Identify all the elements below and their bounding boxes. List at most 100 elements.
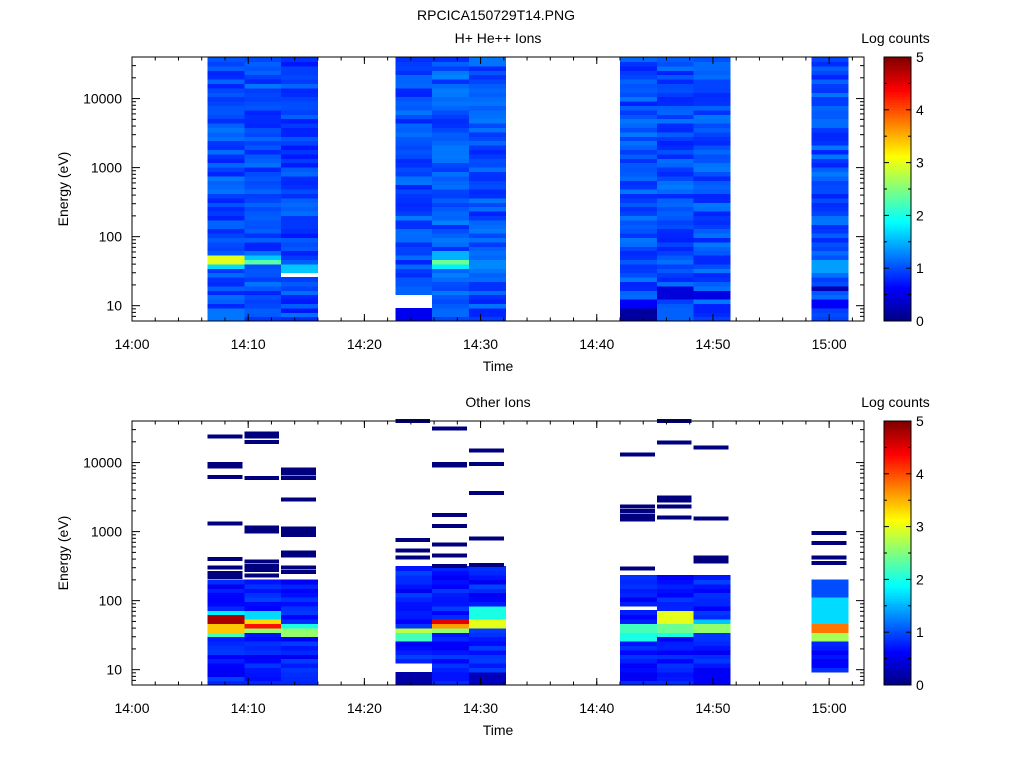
x-tick-label: 14:30	[463, 336, 498, 352]
energy-bin	[620, 83, 657, 89]
energy-bin	[395, 184, 433, 190]
energy-bin	[395, 140, 433, 146]
energy-bin	[811, 601, 849, 607]
energy-bin	[281, 189, 318, 194]
energy-bin	[432, 667, 469, 673]
energy-bin	[656, 263, 694, 269]
time-column-7	[620, 57, 657, 322]
energy-bin	[432, 614, 469, 620]
colorbar-step	[884, 109, 911, 113]
sparse-count-line	[469, 491, 504, 496]
energy-bin	[395, 619, 433, 624]
energy-bin	[469, 601, 506, 607]
colorbar-step	[884, 653, 911, 657]
energy-bin	[811, 118, 849, 124]
colorbar-step	[884, 80, 911, 84]
colorbar-step	[884, 587, 911, 591]
sparse-count-line	[207, 575, 243, 579]
y-tick-label: 100	[99, 593, 123, 609]
energy-bin	[281, 667, 318, 673]
energy-bin	[395, 153, 433, 159]
energy-bin	[620, 663, 657, 668]
colorbar-tick-label: 0	[916, 677, 924, 693]
energy-bin	[620, 70, 657, 76]
colorbar-tick-label: 1	[916, 260, 924, 276]
energy-bin	[656, 153, 694, 159]
colorbar-tick-label: 5	[916, 413, 924, 429]
energy-bin	[432, 272, 469, 278]
energy-bin	[469, 566, 506, 572]
energy-bin	[395, 162, 433, 168]
colorbar-step	[884, 423, 911, 427]
energy-bin	[693, 645, 731, 651]
energy-bin	[469, 224, 506, 230]
colorbar-step	[884, 500, 911, 504]
energy-bin	[432, 105, 469, 111]
time-column-9	[693, 57, 731, 322]
energy-bin	[469, 268, 506, 274]
energy-bin	[244, 109, 282, 115]
energy-bin	[656, 83, 694, 89]
time-column-3	[281, 57, 318, 322]
energy-bin	[693, 136, 731, 142]
y-axis: 10 100 1000 10000 Energy (eV)	[55, 420, 864, 686]
energy-bin	[620, 654, 657, 660]
energy-bin	[207, 641, 245, 646]
energy-bin	[811, 83, 849, 89]
energy-bin	[811, 136, 849, 142]
x-tick-label: 14:40	[579, 700, 614, 716]
colorbar-step	[884, 307, 911, 311]
energy-bin	[620, 193, 657, 199]
colorbar-step	[884, 545, 911, 549]
colorbar-step	[884, 597, 911, 601]
energy-bin	[811, 87, 849, 93]
energy-bin	[620, 619, 657, 624]
colorbar-step	[884, 637, 911, 641]
energy-bin	[281, 285, 318, 291]
energy-bin	[620, 281, 657, 287]
colorbar-step	[884, 86, 911, 90]
sparse-count-line	[281, 471, 316, 476]
energy-bin	[281, 654, 318, 660]
colorbar-step	[884, 318, 911, 322]
colorbar-step	[884, 120, 911, 124]
energy-bin	[656, 307, 694, 313]
energy-bin	[281, 579, 318, 585]
energy-bin	[207, 601, 245, 607]
colorbar-step	[884, 107, 911, 111]
energy-bin	[620, 627, 657, 633]
energy-bin	[244, 649, 282, 655]
energy-bin	[244, 654, 282, 660]
energy-bin	[811, 299, 849, 304]
energy-bin	[281, 167, 318, 172]
colorbar-step	[884, 247, 911, 251]
colorbar-step	[884, 104, 911, 108]
energy-bin	[432, 281, 469, 287]
energy-bin	[395, 583, 433, 589]
energy-bin	[469, 70, 506, 76]
energy-bin	[469, 162, 506, 168]
energy-bin	[207, 579, 245, 585]
energy-bin	[811, 149, 849, 155]
energy-bin	[395, 149, 433, 155]
energy-bin	[469, 215, 506, 221]
energy-bin	[432, 588, 469, 594]
energy-bin	[281, 123, 318, 128]
colorbar-step	[884, 479, 911, 483]
energy-bin	[656, 171, 694, 177]
energy-bin	[620, 202, 657, 208]
energy-bin	[656, 583, 694, 589]
energy-bin	[469, 241, 506, 247]
energy-bin	[656, 211, 694, 216]
energy-bin	[469, 588, 506, 594]
sparse-count-line	[207, 557, 243, 562]
energy-bin	[811, 627, 849, 633]
colorbar-step	[884, 642, 911, 646]
energy-bin	[395, 290, 433, 296]
energy-bin	[693, 667, 731, 673]
energy-bin	[432, 162, 469, 168]
energy-bin	[432, 109, 469, 115]
energy-bin	[395, 211, 433, 216]
energy-bin	[395, 316, 433, 322]
energy-bin	[693, 307, 731, 313]
